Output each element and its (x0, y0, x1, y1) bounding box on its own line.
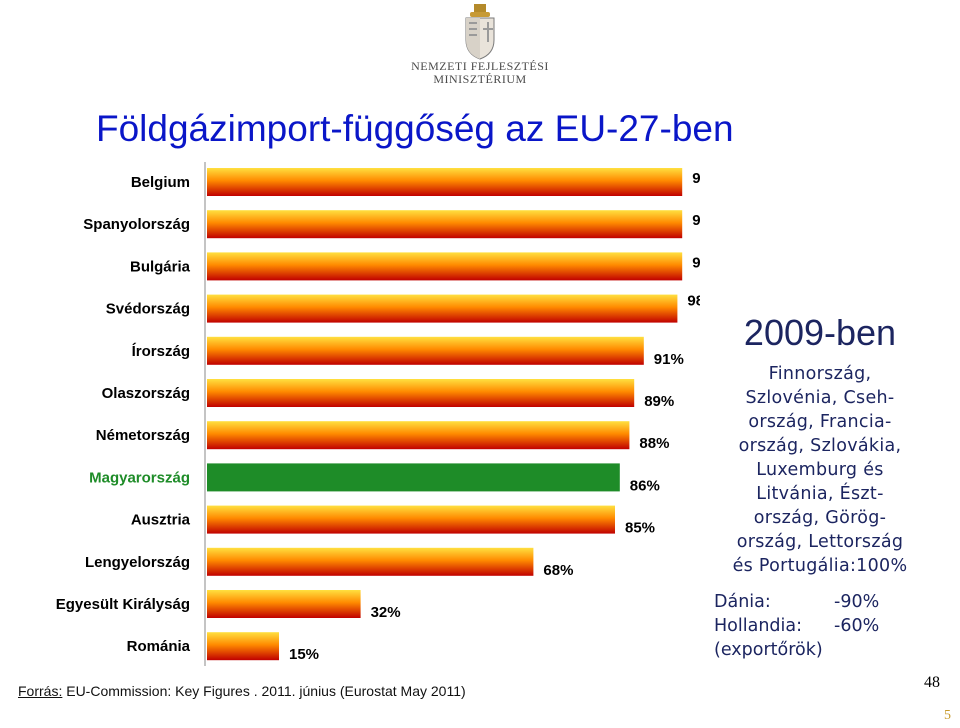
category-label: Németország (96, 427, 190, 444)
bar (207, 336, 644, 365)
bar (207, 632, 279, 661)
info-line: ország, Francia- (748, 412, 892, 432)
info-text: Finnország, Szlovénia, Cseh- ország, Fra… (700, 362, 940, 578)
value-label: 99% (692, 254, 700, 271)
category-label: Lengyelország (85, 554, 190, 571)
bar (207, 210, 683, 239)
source-line: Forrás: EU-Commission: Key Figures . 201… (18, 683, 466, 699)
bar-highlight (207, 463, 620, 492)
category-label: Bulgária (130, 258, 191, 275)
exporter-name: Dánia: (714, 592, 771, 612)
exporter-value: -90% (834, 592, 880, 612)
page-title: Földgázimport-függőség az EU-27-ben (96, 108, 734, 149)
exporter-note: (exportőrök) (714, 640, 823, 660)
category-label: Írország (132, 343, 190, 360)
value-label: 99% (692, 170, 700, 187)
exporter-row: Dánia: -90% (714, 590, 879, 614)
value-label: 68% (543, 562, 573, 579)
bar (207, 379, 635, 407)
value-label: 99% (692, 212, 700, 229)
category-label: Belgium (131, 174, 190, 191)
coat-of-arms-icon (465, 4, 495, 60)
bar (207, 421, 630, 450)
category-label: Ausztria (131, 512, 191, 529)
value-label: 85% (625, 520, 655, 537)
category-label: Svédország (106, 301, 190, 318)
logo-line-2: MINISZTÉRIUM (433, 72, 527, 86)
import-dependency-bar-chart: Belgium 99% Spanyolország 99% Bulgária 99% Své… (56, 162, 700, 666)
exporter-row: Hollandia: -60% (714, 614, 879, 638)
bar (207, 252, 683, 281)
info-title: 2009-ben (743, 312, 897, 353)
source-text: EU-Commission: Key Figures . 2011. júniu… (66, 683, 466, 699)
bar (207, 294, 678, 323)
info-line: Luxemburg és (756, 460, 884, 480)
info-line: ország, Szlovákia, (738, 436, 902, 456)
exporter-value: -60% (834, 616, 880, 636)
info-line: Finnország, (768, 364, 872, 384)
value-label: 98% (687, 293, 700, 310)
exporters-box: Dánia: -90% Hollandia: -60% (exportőrök) (714, 590, 879, 662)
ministry-logo: NEMZETI FEJLESZTÉSI MINISZTÉRIUM (405, 4, 555, 94)
info-box: 2009-ben Finnország, Szlovénia, Cseh- or… (700, 312, 940, 578)
source-label: Forrás: (18, 683, 63, 699)
bar (207, 547, 534, 576)
category-label: Magyarország (89, 469, 190, 486)
category-label: Egyesült Királyság (56, 596, 190, 613)
page-number: 48 (924, 674, 940, 691)
info-line: Szlovénia, Cseh- (745, 388, 895, 408)
bar (207, 168, 683, 196)
value-label: 91% (654, 351, 684, 368)
bar (207, 505, 615, 534)
category-label: Olaszország (102, 385, 190, 402)
info-line: ország, Lettország (736, 532, 904, 552)
value-label: 86% (630, 477, 660, 494)
exporter-name: Hollandia: (714, 616, 802, 636)
category-label: Spanyolország (83, 216, 190, 233)
info-line: ország, Görög- (753, 508, 887, 528)
slide-number: 5 (944, 708, 951, 723)
bar (207, 590, 361, 618)
info-line: és Portugália:100% (732, 556, 908, 576)
value-label: 15% (289, 646, 319, 663)
logo-line-1: NEMZETI FEJLESZTÉSI (411, 59, 549, 73)
value-label: 88% (639, 435, 669, 452)
value-label: 89% (644, 393, 674, 410)
info-line: Litvánia, Észt- (756, 484, 884, 504)
value-label: 32% (371, 604, 401, 621)
category-label: Románia (127, 638, 191, 655)
